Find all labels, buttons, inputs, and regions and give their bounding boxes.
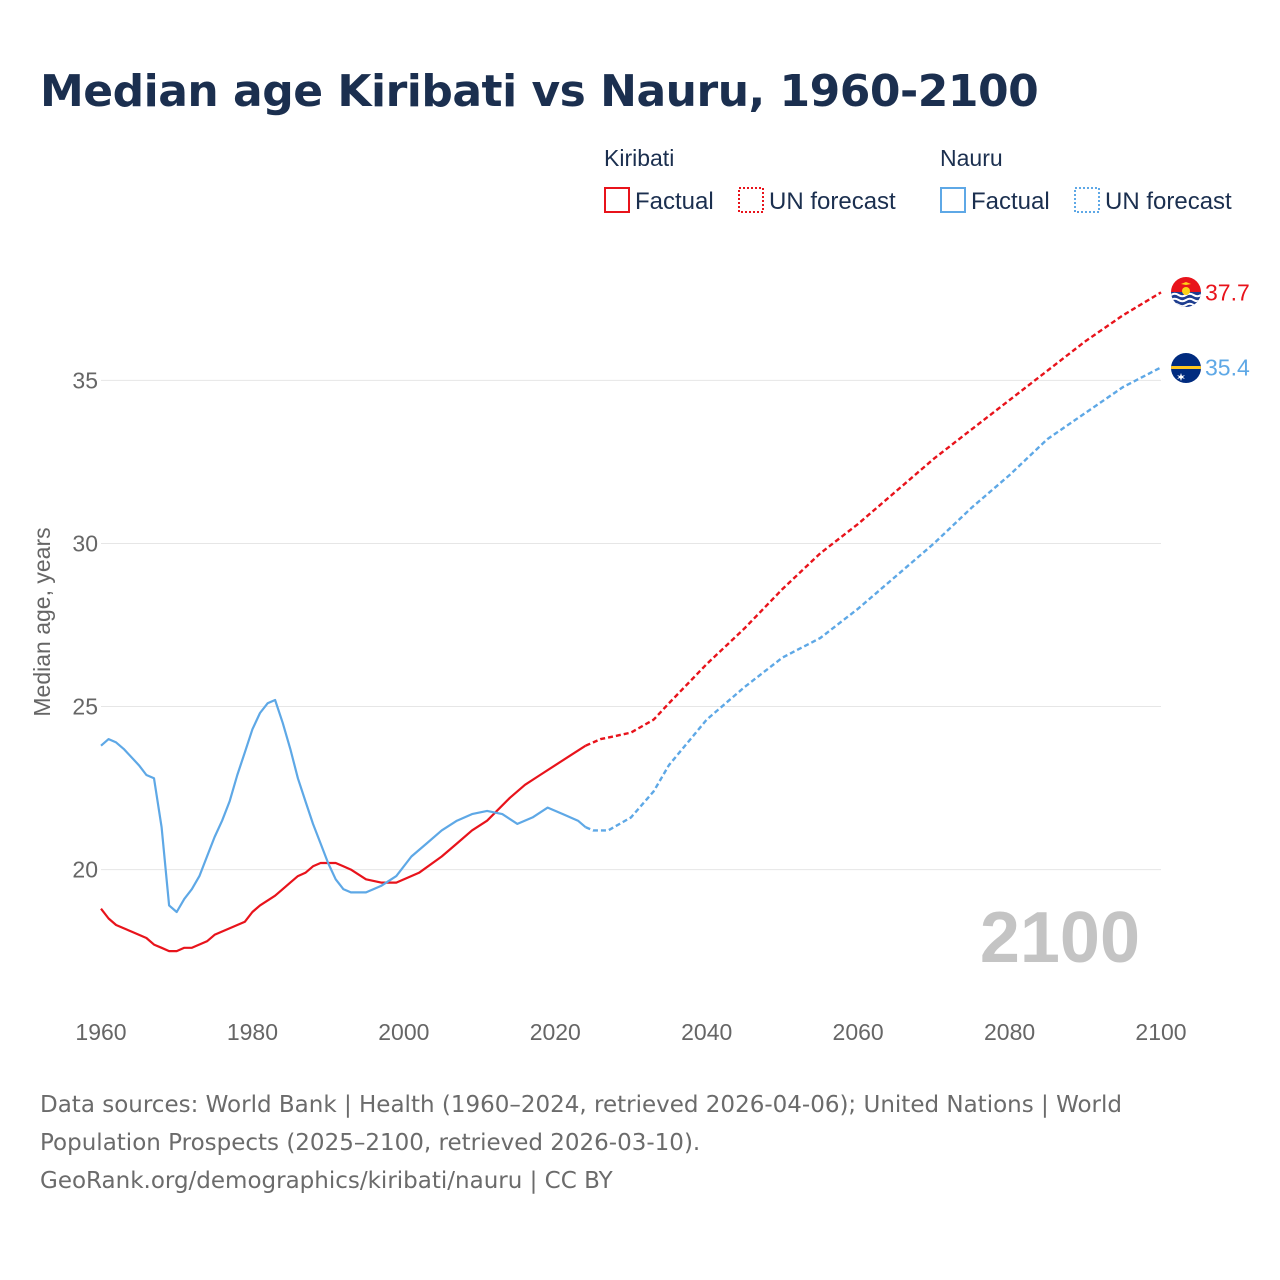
source-notes: Data sources: World Bank | Health (1960–… [40,1086,1200,1200]
legend-label-nauru-forecast[interactable]: UN forecast [1105,188,1232,215]
x-tick-label-2020: 2020 [530,1019,581,1045]
x-tick-label-1960: 1960 [75,1019,126,1045]
series-line-kiribati-forecast[interactable] [585,291,1162,747]
legend-label-kiribati-factual[interactable]: Factual [635,188,714,215]
series-line-nauru-factual[interactable] [100,698,587,914]
x-tick-label-2000: 2000 [378,1019,429,1045]
x-tick-label-2040: 2040 [681,1019,732,1045]
x-tick-label-1980: 1980 [227,1019,278,1045]
source-line-3[interactable]: GeoRank.org/demographics/kiribati/nauru … [40,1168,613,1194]
chart-title: Median age Kiribati vs Nauru, 1960-2100 [40,66,1039,117]
legend-swatch-kiribati-forecast[interactable] [738,187,764,213]
legend-label-nauru-factual[interactable]: Factual [971,188,1050,215]
legend-group-nauru: Nauru [940,145,1003,171]
y-tick-label-20: 20 [72,857,98,883]
kiribati-flag-icon [1171,277,1201,307]
chart: 20 25 30 35 1960 1980 2000 2020 2040 2060 2080 2100… [29,145,1250,1045]
y-tick-label-25: 25 [72,694,98,720]
x-tick-label-2100: 2100 [1135,1019,1186,1045]
legend-label-kiribati-forecast[interactable]: UN forecast [769,188,896,215]
series-line-kiribati-factual[interactable] [100,744,587,953]
legend-swatch-kiribati-factual[interactable] [604,187,630,213]
y-tick-label-30: 30 [72,530,98,556]
source-line-2: Population Prospects (2025–2100, retriev… [40,1130,701,1156]
y-axis-label: Median age, years [29,527,55,716]
end-value-label-nauru: 35.4 [1205,354,1250,380]
x-tick-label-2060: 2060 [833,1019,884,1045]
series-line-nauru-forecast[interactable] [585,366,1162,832]
x-tick-label-2080: 2080 [984,1019,1035,1045]
y-tick-label-35: 35 [72,367,98,393]
year-watermark: 2100 [980,898,1140,978]
legend-group-kiribati: Kiribati [604,145,674,171]
legend-swatch-nauru-factual[interactable] [940,187,966,213]
nauru-flag-icon [1171,353,1201,383]
end-value-label-kiribati: 37.7 [1205,279,1250,305]
legend-swatch-nauru-forecast[interactable] [1074,187,1100,213]
source-line-1: Data sources: World Bank | Health (1960–… [40,1092,1122,1118]
